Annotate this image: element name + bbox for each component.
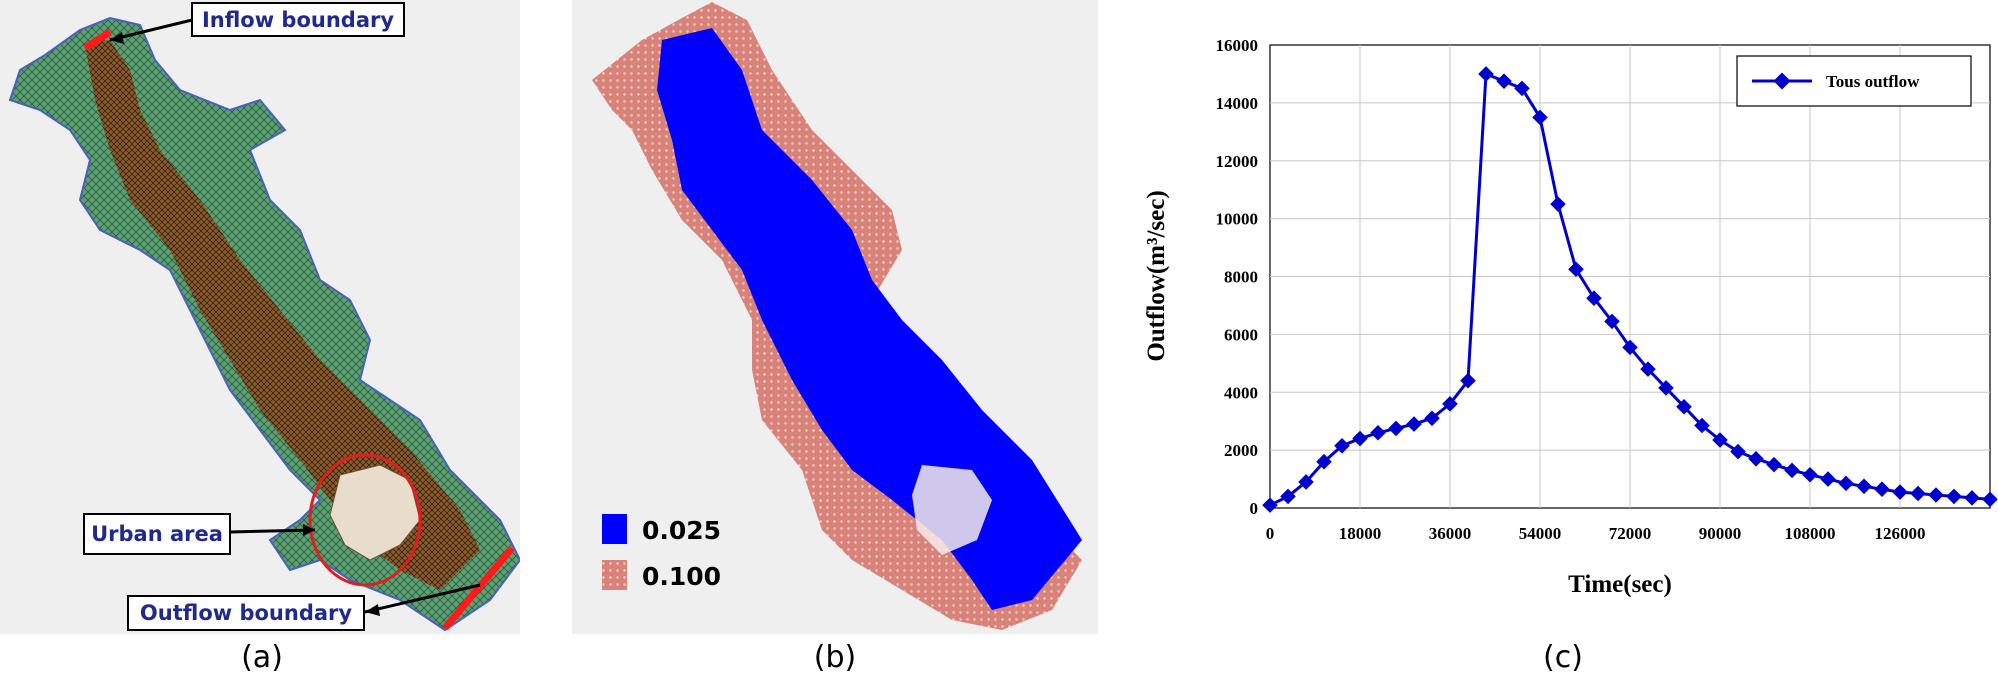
y-tick-label: 4000: [1224, 383, 1258, 402]
zone-0025-channel: [657, 28, 1082, 610]
outflow-arrowhead: [365, 604, 380, 616]
data-point: [1478, 66, 1494, 82]
urban-callout-label: Urban area: [91, 522, 223, 546]
roughness-map-panel: 0.025 0.100: [572, 0, 1098, 634]
data-point: [1442, 396, 1458, 412]
data-point: [1946, 488, 1962, 505]
x-tick-label: 0: [1266, 524, 1275, 543]
data-point: [1910, 485, 1926, 502]
y-tick-label: 12000: [1216, 152, 1259, 171]
data-point: [1766, 456, 1782, 473]
data-point: [1658, 380, 1674, 396]
mesh-dense-channel: [85, 40, 480, 590]
x-tick-label: 72000: [1609, 524, 1652, 543]
outflow-chart: 0 2000 4000 6000 8000 10000 12000 14000 16000 0 1…: [1143, 36, 1998, 598]
data-point: [1550, 196, 1566, 212]
y-tick-labels: 0 2000 4000 6000 8000 10000 12000 14000 16000: [1216, 36, 1259, 518]
outflow-arrow: [364, 583, 481, 614]
data-point: [1802, 466, 1818, 483]
y-tick-label: 6000: [1224, 325, 1258, 344]
data-point: [1982, 491, 1998, 508]
data-point: [1406, 416, 1422, 432]
data-point: [1604, 313, 1620, 330]
data-point: [1712, 432, 1728, 448]
inflow-boundary-line: [83, 29, 112, 51]
urban-arrow: [229, 528, 316, 534]
outflow-callout: Outflow boundary: [127, 595, 365, 631]
data-point: [1640, 361, 1656, 377]
data-point: [1496, 73, 1512, 89]
panel-c-caption: (c): [1543, 640, 1583, 675]
data-point: [1388, 420, 1404, 437]
y-tick-label: 10000: [1216, 210, 1259, 229]
legend-label-0025: 0.025: [642, 516, 721, 545]
inflow-arrowhead: [110, 32, 124, 44]
x-tick-label: 36000: [1429, 524, 1472, 543]
x-tick-label: 90000: [1699, 524, 1742, 543]
data-point: [1316, 453, 1332, 470]
legend-swatch-0025: [602, 514, 627, 544]
mesh-map: Inflow boundary Urban area Outflow bound…: [0, 0, 522, 634]
inflow-callout: Inflow boundary: [191, 2, 405, 37]
data-point: [1352, 430, 1368, 447]
y-tick-label: 16000: [1216, 36, 1259, 55]
legend-label-0100: 0.100: [642, 562, 721, 591]
mesh-map-panel: Inflow boundary Urban area Outflow bound…: [0, 0, 522, 634]
data-point: [1676, 398, 1692, 415]
urban-arrowhead: [303, 524, 315, 536]
roughness-legend: 0.025 0.100: [602, 514, 721, 591]
outflow-chart-panel: 0 2000 4000 6000 8000 10000 12000 14000 16000 0 1…: [1130, 0, 1998, 634]
data-point: [1262, 497, 1278, 513]
y-tick-label: 14000: [1216, 94, 1259, 113]
panel-a-caption: (a): [241, 640, 283, 675]
data-point: [1460, 372, 1476, 389]
y-tick-label: 2000: [1224, 441, 1258, 460]
y-tick-label: 8000: [1224, 268, 1258, 287]
outflow-callout-label: Outflow boundary: [140, 601, 352, 625]
legend-label: Tous outflow: [1826, 72, 1920, 91]
urban-area-ellipse: [308, 453, 422, 587]
roughness-map: 0.025 0.100: [572, 0, 1098, 634]
inflow-arrow: [109, 18, 193, 42]
data-point: [1874, 481, 1890, 497]
data-point: [1280, 488, 1296, 505]
x-tick-labels: 0 18000 36000 54000 72000 90000 108000 126000: [1266, 524, 1926, 543]
data-point: [1748, 451, 1764, 467]
data-point: [1964, 490, 1980, 506]
x-tick-label: 108000: [1785, 524, 1836, 543]
y-tick-label: 0: [1250, 499, 1259, 518]
data-point: [1514, 80, 1530, 97]
data-point: [1298, 474, 1314, 490]
urban-callout: Urban area: [83, 513, 231, 555]
data-point: [1424, 410, 1440, 427]
chart-legend: Tous outflow: [1736, 55, 1972, 107]
data-point: [1892, 484, 1908, 500]
data-point: [1694, 417, 1710, 434]
legend-swatch-0100: [602, 560, 627, 590]
data-point: [1730, 443, 1746, 460]
data-point: [1838, 475, 1854, 492]
data-point: [1334, 438, 1350, 454]
data-point: [1586, 290, 1602, 306]
outflow-boundary-line: [442, 545, 515, 631]
y-axis-title: Outflow(m³/sec): [1143, 190, 1170, 361]
data-point: [1370, 424, 1386, 441]
x-axis-title: Time(sec): [1568, 571, 1672, 598]
data-point: [1928, 487, 1944, 503]
data-point: [1622, 339, 1638, 356]
data-point: [1820, 471, 1836, 487]
x-tick-label: 54000: [1519, 524, 1562, 543]
data-point: [1856, 478, 1872, 495]
data-point: [1532, 109, 1548, 126]
x-tick-label: 126000: [1875, 524, 1926, 543]
urban-area-shape: [329, 464, 421, 561]
data-point: [1568, 261, 1584, 278]
series-layer: [1262, 66, 1998, 513]
panel-b-caption: (b): [813, 640, 857, 675]
urban-area-white: [912, 465, 992, 555]
inflow-callout-label: Inflow boundary: [202, 8, 394, 32]
x-tick-label: 18000: [1339, 524, 1382, 543]
data-point: [1784, 462, 1800, 479]
